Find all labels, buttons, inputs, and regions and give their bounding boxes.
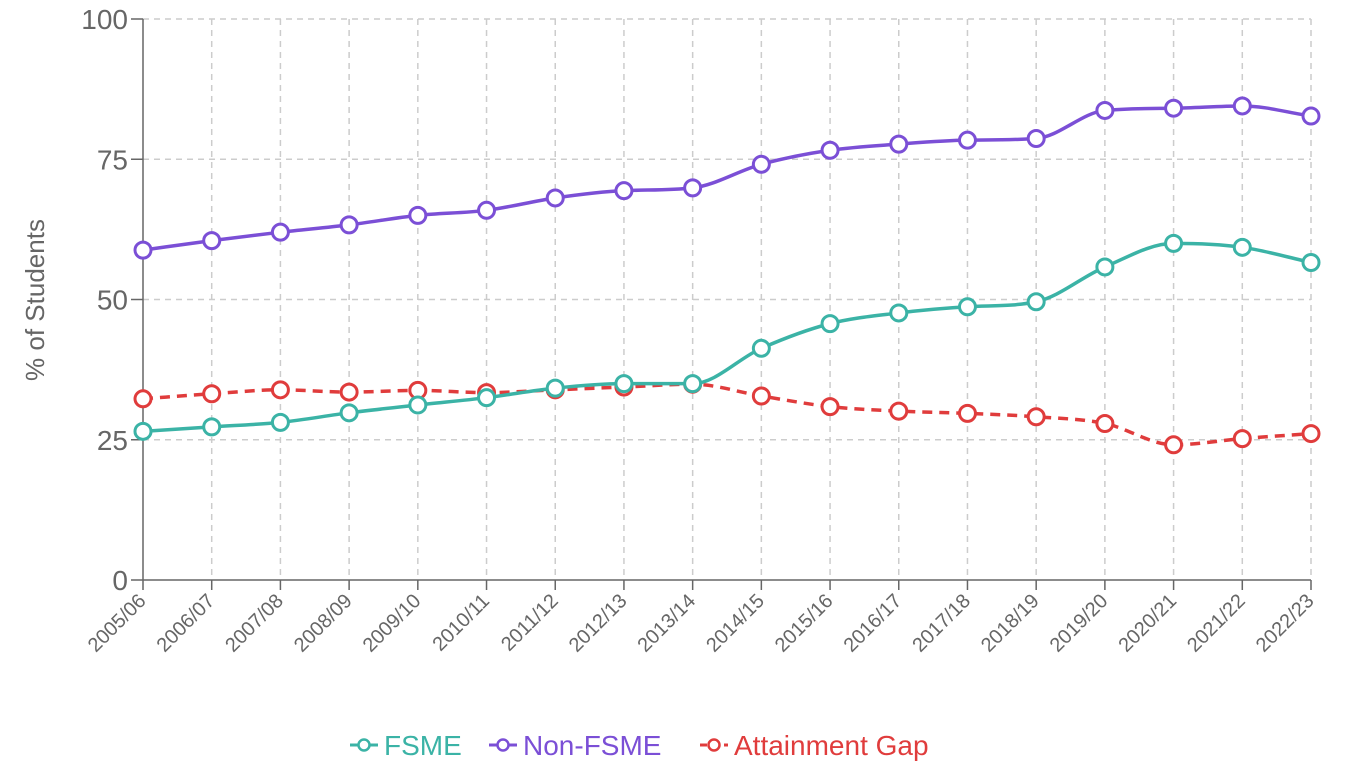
data-point-fsme (889, 303, 909, 323)
data-point-attainment-gap (133, 389, 153, 409)
x-tick-label: 2010/11 (428, 590, 494, 656)
x-tick-label: 2015/16 (771, 590, 838, 657)
y-tick-label: 25 (97, 425, 128, 456)
y-tick-label: 50 (97, 285, 128, 316)
legend: FSME Non-FSME Attainment Gap (350, 730, 929, 761)
data-point-attainment-gap (1232, 429, 1252, 449)
data-point-fsme (477, 388, 497, 408)
data-point-non-fsme (820, 140, 840, 160)
data-point-fsme (820, 314, 840, 334)
x-tick-label: 2022/23 (1252, 590, 1319, 657)
data-point-non-fsme (614, 181, 634, 201)
series-layer (133, 96, 1321, 455)
data-point-non-fsme (683, 178, 703, 198)
series-line-fsme (142, 241, 1312, 434)
x-tick-label: 2005/06 (84, 590, 151, 657)
data-point-non-fsme (408, 205, 428, 225)
y-tick-label: 0 (112, 565, 128, 596)
data-point-non-fsme (1095, 100, 1115, 120)
legend-label-fsme: FSME (384, 730, 462, 761)
series-line-attainment-gap (142, 382, 1312, 447)
data-point-fsme (957, 297, 977, 317)
x-tick-label: 2018/19 (977, 590, 1044, 657)
series-line-non-fsme (142, 104, 1312, 252)
data-point-attainment-gap (820, 397, 840, 417)
data-point-fsme (1095, 257, 1115, 277)
data-point-attainment-gap (889, 401, 909, 421)
data-point-fsme (1301, 252, 1321, 272)
legend-label-attainment-gap: Attainment Gap (734, 730, 929, 761)
legend-item-non-fsme: Non-FSME (489, 730, 661, 761)
x-tick-label: 2020/21 (1114, 590, 1181, 657)
data-point-fsme (751, 338, 771, 358)
data-point-fsme (614, 374, 634, 394)
grid (143, 18, 1312, 580)
x-tick-label: 2012/13 (565, 590, 632, 657)
data-point-attainment-gap (1164, 435, 1184, 455)
data-point-fsme (545, 378, 565, 398)
x-tick-label: 2014/15 (702, 590, 769, 657)
data-point-non-fsme (339, 215, 359, 235)
x-tick-label: 2017/18 (908, 590, 975, 657)
data-point-non-fsme (270, 222, 290, 242)
x-tick-label: 2013/14 (634, 590, 701, 657)
x-tick-label: 2011/12 (497, 590, 563, 656)
data-point-fsme (1232, 237, 1252, 257)
series-non-fsme (133, 96, 1321, 260)
data-point-fsme (133, 421, 153, 441)
data-point-fsme (1026, 292, 1046, 312)
y-tick-label: 100 (81, 4, 128, 35)
data-point-fsme (270, 412, 290, 432)
data-point-non-fsme (545, 188, 565, 208)
x-tick-label: 2019/20 (1046, 590, 1113, 657)
data-point-fsme (408, 395, 428, 415)
y-axis-label: % of Students (20, 219, 50, 381)
data-point-non-fsme (889, 134, 909, 154)
data-point-attainment-gap (751, 386, 771, 406)
x-tick-label: 2021/22 (1183, 590, 1250, 657)
legend-item-fsme: FSME (350, 730, 462, 761)
legend-marker-non-fsme (496, 738, 510, 752)
data-point-attainment-gap (957, 403, 977, 423)
data-point-non-fsme (1301, 106, 1321, 126)
data-point-attainment-gap (339, 382, 359, 402)
data-point-attainment-gap (1095, 413, 1115, 433)
data-point-non-fsme (1232, 96, 1252, 116)
data-point-fsme (1164, 233, 1184, 253)
data-point-non-fsme (133, 240, 153, 260)
data-point-attainment-gap (1026, 407, 1046, 427)
x-tick-label: 2016/17 (840, 590, 907, 657)
data-point-attainment-gap (202, 384, 222, 404)
data-point-fsme (339, 403, 359, 423)
legend-item-attainment-gap: Attainment Gap (700, 730, 929, 761)
data-point-non-fsme (1164, 98, 1184, 118)
legend-label-non-fsme: Non-FSME (523, 730, 661, 761)
data-point-non-fsme (202, 231, 222, 251)
x-tick-label: 2009/10 (359, 590, 426, 657)
data-point-attainment-gap (1301, 424, 1321, 444)
data-point-non-fsme (957, 130, 977, 150)
x-tick-label: 2008/09 (290, 590, 357, 657)
data-point-non-fsme (751, 154, 771, 174)
x-tick-label: 2006/07 (153, 590, 220, 657)
series-attainment-gap (133, 374, 1321, 455)
data-point-fsme (202, 417, 222, 437)
series-fsme (133, 233, 1321, 441)
legend-marker-fsme (357, 738, 371, 752)
data-point-non-fsme (1026, 128, 1046, 148)
y-tick-label: 75 (97, 144, 128, 175)
x-tick-label: 2007/08 (221, 590, 288, 657)
data-point-fsme (683, 374, 703, 394)
data-point-non-fsme (477, 200, 497, 220)
legend-marker-attainment-gap (707, 738, 721, 752)
data-point-attainment-gap (270, 380, 290, 400)
